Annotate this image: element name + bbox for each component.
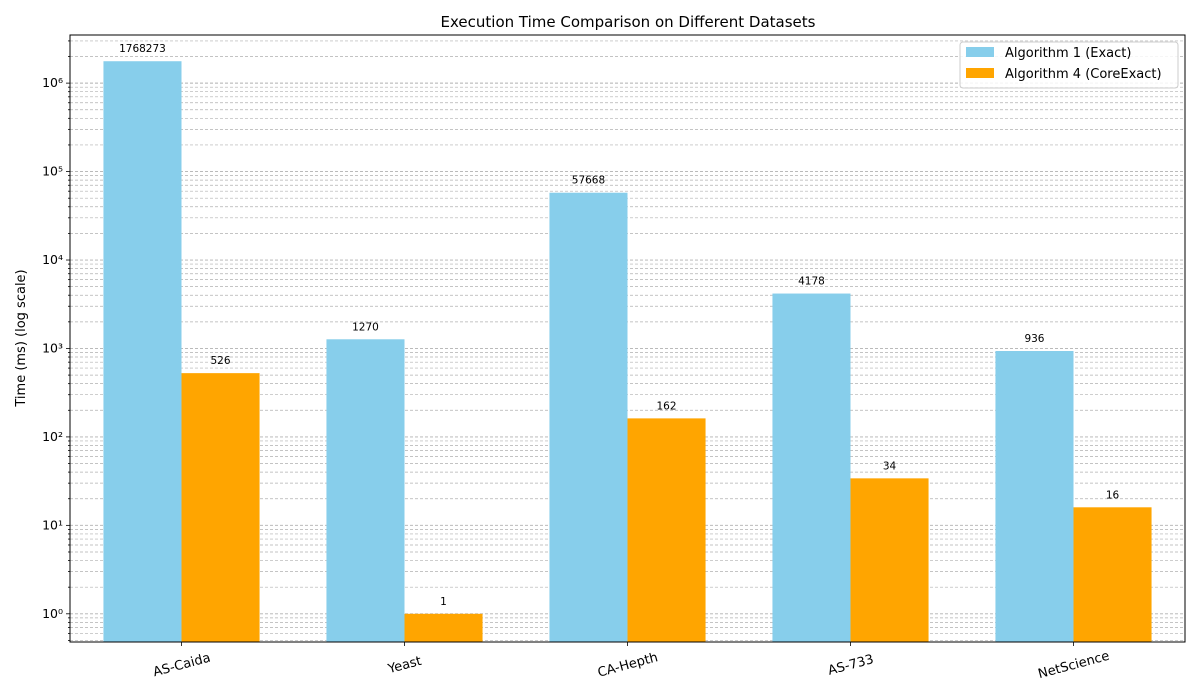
y-tick-label: 10⁴: [42, 252, 63, 267]
data-label: 936: [1024, 333, 1044, 345]
bars: [103, 61, 1152, 643]
data-label: 1768273: [119, 43, 166, 55]
bar-1-ca-hepth: [549, 192, 628, 643]
data-label: 162: [657, 400, 677, 412]
y-tick-label: 10²: [42, 429, 63, 444]
bar-1-netscience: [995, 351, 1074, 642]
legend-swatch: [966, 47, 994, 57]
y-axis-label: Time (ms) (log scale): [14, 269, 29, 407]
legend-swatch: [966, 68, 994, 78]
data-label: 34: [883, 460, 897, 472]
data-labels: 1768273 526 1270 1 57668 162 4178 34 936 16: [119, 43, 1119, 608]
x-tick-label: AS-Caida: [152, 651, 213, 681]
data-label: 1: [440, 596, 447, 608]
legend-entry: Algorithm 4 (CoreExact): [1005, 67, 1162, 82]
bar-2-as-733: [850, 478, 929, 642]
x-tick-label: AS-733: [826, 652, 875, 679]
bar-2-netscience: [1073, 507, 1152, 642]
x-axis-ticks: AS-Caida Yeast CA-Hepth AS-733 NetScience: [152, 642, 1112, 682]
y-tick-label: 10³: [42, 340, 63, 355]
x-tick-label: NetScience: [1037, 649, 1112, 682]
data-label: 1270: [352, 321, 379, 333]
chart-title: Execution Time Comparison on Different D…: [441, 13, 816, 31]
y-tick-label: 10⁰: [42, 606, 63, 621]
x-tick-label: Yeast: [386, 654, 424, 678]
bar-2-ca-hepth: [627, 418, 706, 642]
legend-box: [959, 41, 1179, 89]
data-label: 16: [1106, 489, 1120, 501]
bar-2-as-caida: [181, 373, 260, 642]
y-tick-label: 10⁵: [42, 164, 63, 179]
y-tick-label: 10¹: [42, 517, 63, 532]
bar-1-as-caida: [103, 61, 182, 643]
x-tick-label: CA-Hepth: [596, 650, 660, 680]
bar-1-yeast: [326, 339, 405, 642]
data-label: 57668: [572, 175, 605, 187]
data-label: 526: [211, 355, 231, 367]
legend: Algorithm 1 (Exact) Algorithm 4 (CoreExac…: [959, 41, 1179, 89]
bar-1-as-733: [772, 293, 851, 642]
bar-2-yeast: [404, 613, 483, 642]
legend-entry: Algorithm 1 (Exact): [1005, 46, 1131, 61]
data-label: 4178: [798, 276, 825, 288]
y-tick-label: 10⁶: [42, 75, 63, 90]
y-axis-ticks: 10⁰ 10¹ 10² 10³ 10⁴ 10⁵ 10⁶: [42, 40, 70, 641]
